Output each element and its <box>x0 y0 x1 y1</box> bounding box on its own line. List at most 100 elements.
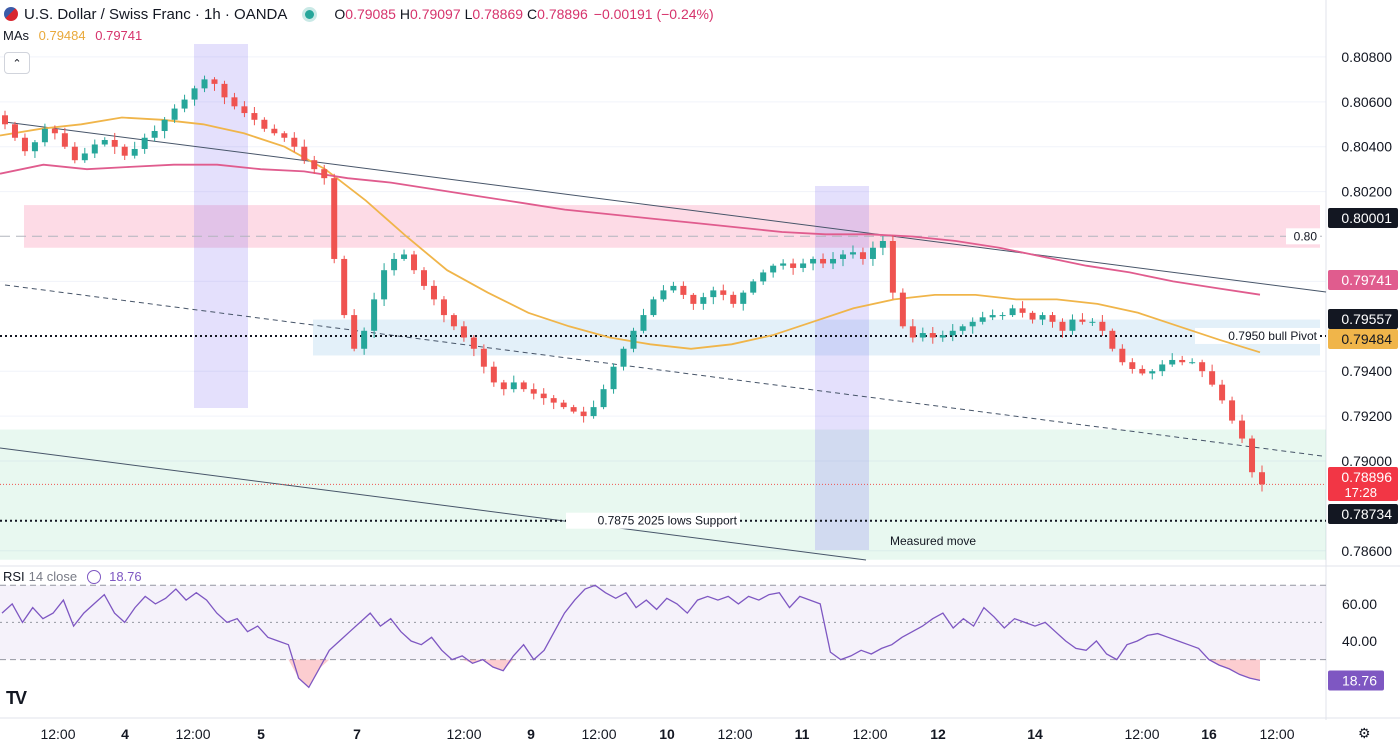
candle <box>251 107 258 126</box>
price-badge <box>1328 208 1398 228</box>
settings-gear-icon[interactable]: ⚙ <box>1358 725 1371 741</box>
candle <box>271 124 278 136</box>
candle-body <box>560 402 567 408</box>
candle <box>381 263 388 306</box>
candle <box>141 133 148 154</box>
rsi-oversold-fill <box>1208 659 1260 681</box>
candle <box>121 144 128 160</box>
candle-body <box>740 292 747 304</box>
rsi-oversold-fill <box>482 659 514 671</box>
candle <box>949 324 956 342</box>
time-tick-label: 7 <box>353 726 361 742</box>
price-badge <box>1328 329 1398 349</box>
candle-body <box>919 333 926 338</box>
time-tick-label: 12:00 <box>40 726 75 742</box>
candle-body <box>1219 384 1226 401</box>
candle <box>840 250 846 267</box>
candle-body <box>440 299 447 316</box>
candle <box>361 327 368 355</box>
candle-body <box>1259 472 1265 485</box>
tradingview-logo-icon[interactable]: TV <box>6 688 27 708</box>
candle <box>1209 364 1216 387</box>
candle <box>989 309 996 321</box>
candle <box>1099 315 1106 336</box>
high-label: H <box>399 6 411 22</box>
price-badge <box>1328 504 1398 524</box>
time-axis[interactable]: 12:00 4 12:00 5 7 12:00 9 12:00 10 12:00 11 12:00 12… <box>0 717 1400 742</box>
candle-body <box>849 252 856 255</box>
candle <box>181 94 188 113</box>
candle-body <box>261 119 268 129</box>
close-value: 0.78896 <box>537 6 588 22</box>
candle-body <box>1129 362 1136 369</box>
close-label: C <box>527 6 538 22</box>
candle <box>1179 355 1186 366</box>
measured-move-annotation: Measured move <box>890 534 976 548</box>
candle-body <box>281 133 288 138</box>
green-zone <box>0 429 1326 560</box>
time-tick-label: 4 <box>121 726 129 742</box>
candle <box>450 313 457 331</box>
candle <box>311 155 318 174</box>
candle <box>670 281 677 293</box>
candle <box>480 344 487 374</box>
candle <box>800 258 807 273</box>
candle <box>969 317 976 334</box>
rsi-pane: 60.00 40.00 18.76 <box>0 565 1400 691</box>
rsi-oversold-fill <box>462 659 483 664</box>
candle <box>770 263 777 278</box>
candle-body <box>1049 315 1056 322</box>
candle-body <box>899 292 906 327</box>
candle-body <box>610 366 617 390</box>
candle <box>810 256 817 271</box>
candle-body <box>840 254 846 259</box>
candle-body <box>1149 371 1156 374</box>
candle-body <box>600 389 607 408</box>
candle-body <box>820 258 827 264</box>
symbol-title[interactable]: U.S. Dollar / Swiss Franc · 1h · OANDA <box>24 5 288 23</box>
moving-averages <box>0 116 1261 354</box>
candle-body <box>131 148 138 156</box>
rsi-badge-value: 18.76 <box>1342 672 1377 688</box>
candle <box>1019 301 1026 318</box>
level-label: 0.7950 bull Pivot <box>1228 329 1317 343</box>
candle <box>610 363 617 394</box>
candle <box>1249 435 1256 478</box>
candle <box>730 291 737 308</box>
level-label: 0.80 <box>1294 229 1318 243</box>
level-label-bg <box>1195 327 1320 344</box>
candle <box>1049 311 1056 328</box>
candle <box>1229 396 1236 424</box>
ma-fast-line <box>0 116 1261 354</box>
candle-body <box>421 270 427 286</box>
candle-body <box>91 144 98 154</box>
candle-body <box>251 113 258 120</box>
rsi-sync-icon[interactable] <box>87 569 102 584</box>
candle <box>879 236 886 256</box>
candle <box>869 241 876 266</box>
bar-countdown: 17:28 <box>1344 485 1377 500</box>
candles <box>2 75 1265 492</box>
candle-body <box>81 153 88 161</box>
candle <box>371 292 378 339</box>
price-tick-label: 0.79000 <box>1341 453 1392 469</box>
price-badges: 0.80001 0.79741 0.79557 0.79484 0.7889617:28… <box>1328 208 1398 524</box>
candle <box>1029 310 1036 324</box>
candle <box>1159 360 1166 377</box>
time-tick-label: 12:00 <box>717 726 752 742</box>
price-badge-value: 0.79741 <box>1341 272 1392 288</box>
price-tick-label: 0.80600 <box>1341 94 1392 110</box>
candle-body <box>321 169 328 179</box>
price-axis[interactable]: 0.808000.806000.804000.802000.798000.794… <box>1341 49 1392 559</box>
collapse-chevron-icon[interactable]: ⌃ <box>4 52 30 74</box>
candle-body <box>1199 362 1206 372</box>
open-label: O <box>334 6 346 22</box>
ma-legend[interactable]: MAs 0.79484 0.79741 <box>3 28 142 43</box>
price-tick-label: 0.80400 <box>1341 139 1392 155</box>
rsi-legend[interactable]: RSI 14 close 18.76 <box>3 569 142 584</box>
candle-body <box>101 139 108 145</box>
candle <box>859 247 866 265</box>
candle <box>510 375 517 393</box>
candle-body <box>31 142 38 152</box>
